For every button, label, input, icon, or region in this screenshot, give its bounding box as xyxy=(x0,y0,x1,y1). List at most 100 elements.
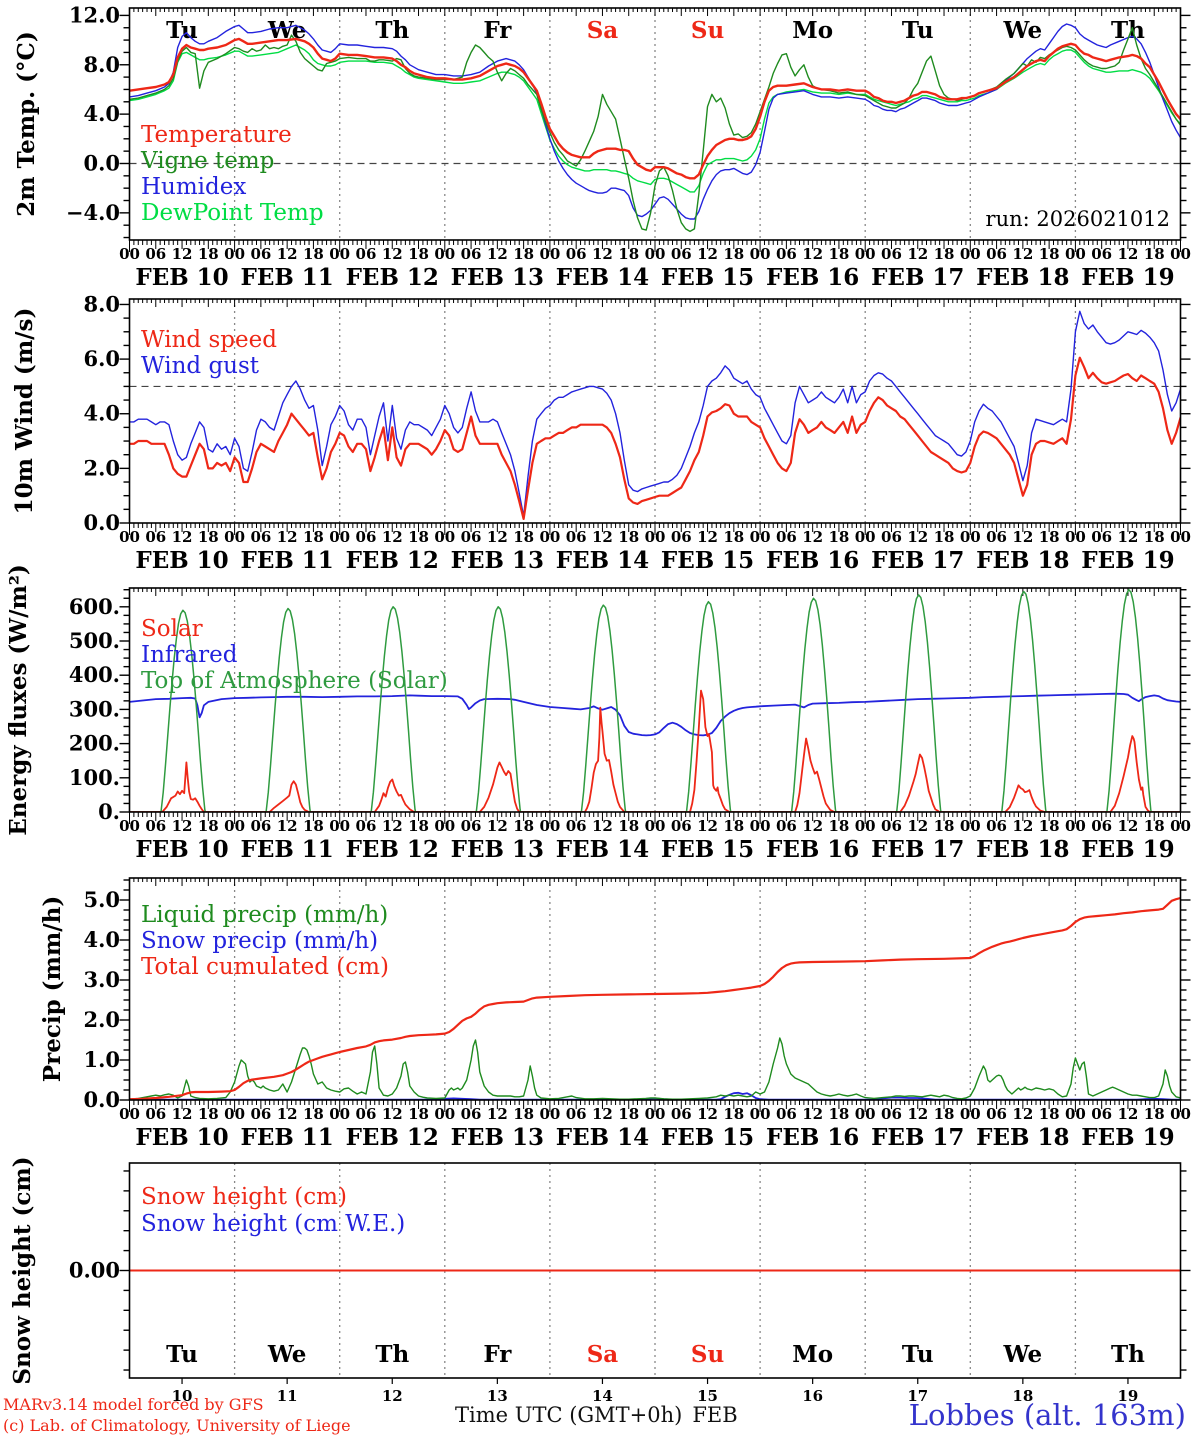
y-tick-label: 12.0 xyxy=(69,2,120,27)
hour-label: 06 xyxy=(881,817,902,835)
date-label: FEB 19 xyxy=(1081,836,1174,863)
hour-label: 00 xyxy=(750,817,771,835)
hour-label: 12 xyxy=(907,1105,928,1123)
hour-label: 18 xyxy=(1039,1105,1060,1123)
hour-label: 00 xyxy=(750,528,771,546)
hour-label: 12 xyxy=(1118,817,1139,835)
date-label: FEB 14 xyxy=(556,1124,649,1151)
hour-label: 18 xyxy=(513,528,534,546)
hour-label: 18 xyxy=(513,817,534,835)
legend-precipitation-0: Liquid precip (mm/h) xyxy=(141,902,388,928)
day-name-label: Th xyxy=(1111,1341,1145,1368)
hour-label: 00 xyxy=(645,817,666,835)
hour-label: 06 xyxy=(566,817,587,835)
series-wind-gust xyxy=(129,310,1181,517)
hour-label: 06 xyxy=(1091,817,1112,835)
hour-label: 18 xyxy=(723,245,744,263)
y-axis-title: Snow height (cm) xyxy=(9,1156,36,1384)
legend-wind-10m-1: Wind gust xyxy=(141,353,260,379)
copyright-line: (c) Lab. of Climatology, University of L… xyxy=(3,1416,351,1435)
hour-label: 12 xyxy=(487,528,508,546)
hour-label: 06 xyxy=(356,1105,377,1123)
y-tick-label: 500. xyxy=(69,628,120,653)
date-label: FEB 15 xyxy=(661,1124,754,1151)
hour-label: 06 xyxy=(356,817,377,835)
hour-label: 18 xyxy=(408,1105,429,1123)
hour-label: 00 xyxy=(329,817,350,835)
hour-label: 18 xyxy=(198,245,219,263)
model-credit: MARv3.14 model forced by GFS (c) Lab. of… xyxy=(3,1394,351,1436)
y-axis-title: Precip (mm/h) xyxy=(39,896,66,1082)
hour-label: 18 xyxy=(198,817,219,835)
panel-temperature-2m: 12.0 8.0 4.0 0.0 −4.0 00 06 12 18 00 06 12 18 00 06 12 1… xyxy=(13,2,1191,291)
hour-label: 00 xyxy=(1170,245,1191,263)
hour-label: 18 xyxy=(513,1105,534,1123)
y-tick-label: 0.0 xyxy=(83,1087,120,1112)
hour-label: 00 xyxy=(960,528,981,546)
series-temperature xyxy=(129,37,1181,180)
hour-label: 00 xyxy=(1065,817,1086,835)
hour-label: 06 xyxy=(145,528,166,546)
y-tick-label: 8.0 xyxy=(83,291,120,316)
run-label: run: 2026021012 xyxy=(986,207,1170,231)
day-name-label: Tu xyxy=(902,17,934,44)
series-dewpoint-temp xyxy=(129,44,1181,193)
hour-label: 18 xyxy=(198,1105,219,1123)
y-tick-label: 2.0 xyxy=(83,1007,120,1032)
legend-temperature-2m-2: Humidex xyxy=(141,174,246,200)
date-label: FEB 16 xyxy=(766,264,859,291)
legend-energy-fluxes-1: Infrared xyxy=(141,642,238,668)
hour-label: 06 xyxy=(356,245,377,263)
hour-label: 00 xyxy=(119,1105,140,1123)
legend-energy-fluxes-2: Top of Atmosphere (Solar) xyxy=(141,668,448,694)
hour-label: 18 xyxy=(1144,1105,1165,1123)
date-label: FEB 16 xyxy=(766,1124,859,1151)
hour-label: 00 xyxy=(329,245,350,263)
hour-label: 06 xyxy=(986,528,1007,546)
day-name-label: Su xyxy=(691,17,724,44)
date-label: FEB 13 xyxy=(451,264,544,291)
day-name-label: Mo xyxy=(792,1341,833,1368)
hour-label: 12 xyxy=(172,528,193,546)
hour-label: 06 xyxy=(566,245,587,263)
legend-precipitation-2: Total cumulated (cm) xyxy=(141,954,389,980)
hour-label: 06 xyxy=(250,528,271,546)
hour-label: 06 xyxy=(881,1105,902,1123)
hour-label: 18 xyxy=(303,1105,324,1123)
date-label: FEB 11 xyxy=(240,547,333,574)
hour-label: 12 xyxy=(802,528,823,546)
date-label: FEB 17 xyxy=(871,264,964,291)
hour-label: 00 xyxy=(224,528,245,546)
hour-label: 00 xyxy=(539,245,560,263)
date-label: FEB 10 xyxy=(135,836,228,863)
hour-label: 00 xyxy=(434,817,455,835)
day-name-label: We xyxy=(1003,17,1043,44)
hour-label: 18 xyxy=(618,245,639,263)
hour-label: 00 xyxy=(539,528,560,546)
day-name-label: Th xyxy=(375,17,409,44)
hour-label: 00 xyxy=(750,245,771,263)
hour-label: 06 xyxy=(776,1105,797,1123)
hour-label: 06 xyxy=(461,528,482,546)
date-label: FEB 13 xyxy=(451,1124,544,1151)
hour-label: 18 xyxy=(828,528,849,546)
date-label: FEB 18 xyxy=(976,547,1069,574)
hour-label: 12 xyxy=(1118,528,1139,546)
panel-energy-fluxes: 600.500.400.300.200.100.0.00 06 12 18 00 06 12… xyxy=(5,564,1191,863)
hour-label: 06 xyxy=(461,245,482,263)
legend-precipitation-1: Snow precip (mm/h) xyxy=(141,928,378,954)
hour-label: 18 xyxy=(618,1105,639,1123)
hour-label: 06 xyxy=(986,817,1007,835)
panel-border xyxy=(128,7,1182,241)
y-tick-label: 300. xyxy=(69,696,120,721)
hour-label: 18 xyxy=(408,817,429,835)
hour-label: 06 xyxy=(881,245,902,263)
hour-label: 12 xyxy=(907,245,928,263)
legend-energy-fluxes-0: Solar xyxy=(141,616,203,642)
date-label: FEB 13 xyxy=(451,547,544,574)
y-tick-label: 8.0 xyxy=(83,52,120,77)
hour-label: 00 xyxy=(1170,528,1191,546)
day-name-label: Tu xyxy=(166,1341,198,1368)
hour-label: 06 xyxy=(145,1105,166,1123)
